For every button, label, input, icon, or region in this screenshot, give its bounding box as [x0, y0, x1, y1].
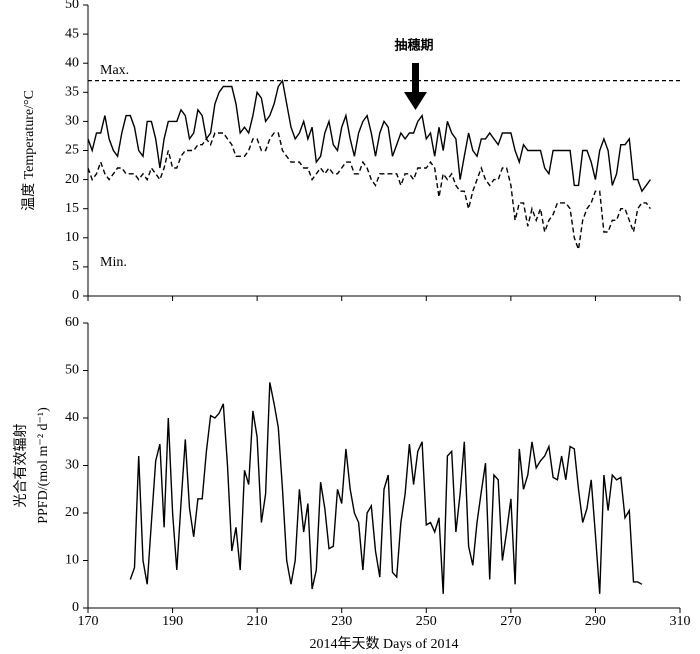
x-tick-label: 190 [162, 614, 183, 629]
y-tick-label: 10 [65, 230, 79, 245]
reference-label: Max. [100, 63, 129, 78]
y-tick-label: 20 [65, 172, 79, 187]
y-tick-label: 0 [72, 288, 79, 303]
x-tick-label: 310 [670, 614, 691, 629]
series-line [87, 78, 651, 193]
annotation: 抽穗期 [394, 38, 433, 54]
y-tick-label: 30 [65, 458, 79, 473]
x-tick-label: 210 [247, 614, 268, 629]
y-axis-label: 光合有效辐射 [13, 424, 29, 508]
y-tick-label: 50 [65, 363, 79, 378]
x-tick-label: 290 [585, 614, 606, 629]
arrow-shaft [412, 63, 419, 93]
x-tick-label: 270 [500, 614, 521, 629]
y-tick-label: 5 [72, 259, 79, 274]
y-tick-label: 50 [65, 0, 79, 12]
y-tick-label: 45 [65, 26, 79, 41]
y-tick-label: 0 [72, 600, 79, 615]
x-tick-label: 230 [331, 614, 352, 629]
series-line [129, 382, 643, 594]
series-line [87, 132, 651, 250]
y-tick-label: 15 [65, 201, 79, 216]
annotation: Min. [100, 255, 127, 270]
y-axis-label: 温度 Temperature/°C [21, 90, 37, 211]
y-tick-label: 40 [65, 410, 79, 425]
y-tick-label: 25 [65, 143, 79, 158]
x-axis-label: 2014年天数 Days of 2014 [310, 636, 459, 652]
x-tick-label: 250 [416, 614, 437, 629]
y-tick-label: 30 [65, 114, 79, 129]
y-axis-label: PPFD/(mol m⁻² d⁻¹) [36, 407, 51, 524]
arrow-head [404, 92, 427, 110]
y-tick-label: 10 [65, 553, 79, 568]
x-tick-label: 170 [78, 614, 99, 629]
y-tick-label: 20 [65, 505, 79, 520]
y-tick-label: 60 [65, 315, 79, 330]
y-tick-label: 40 [65, 55, 79, 70]
y-tick-label: 35 [65, 85, 79, 100]
